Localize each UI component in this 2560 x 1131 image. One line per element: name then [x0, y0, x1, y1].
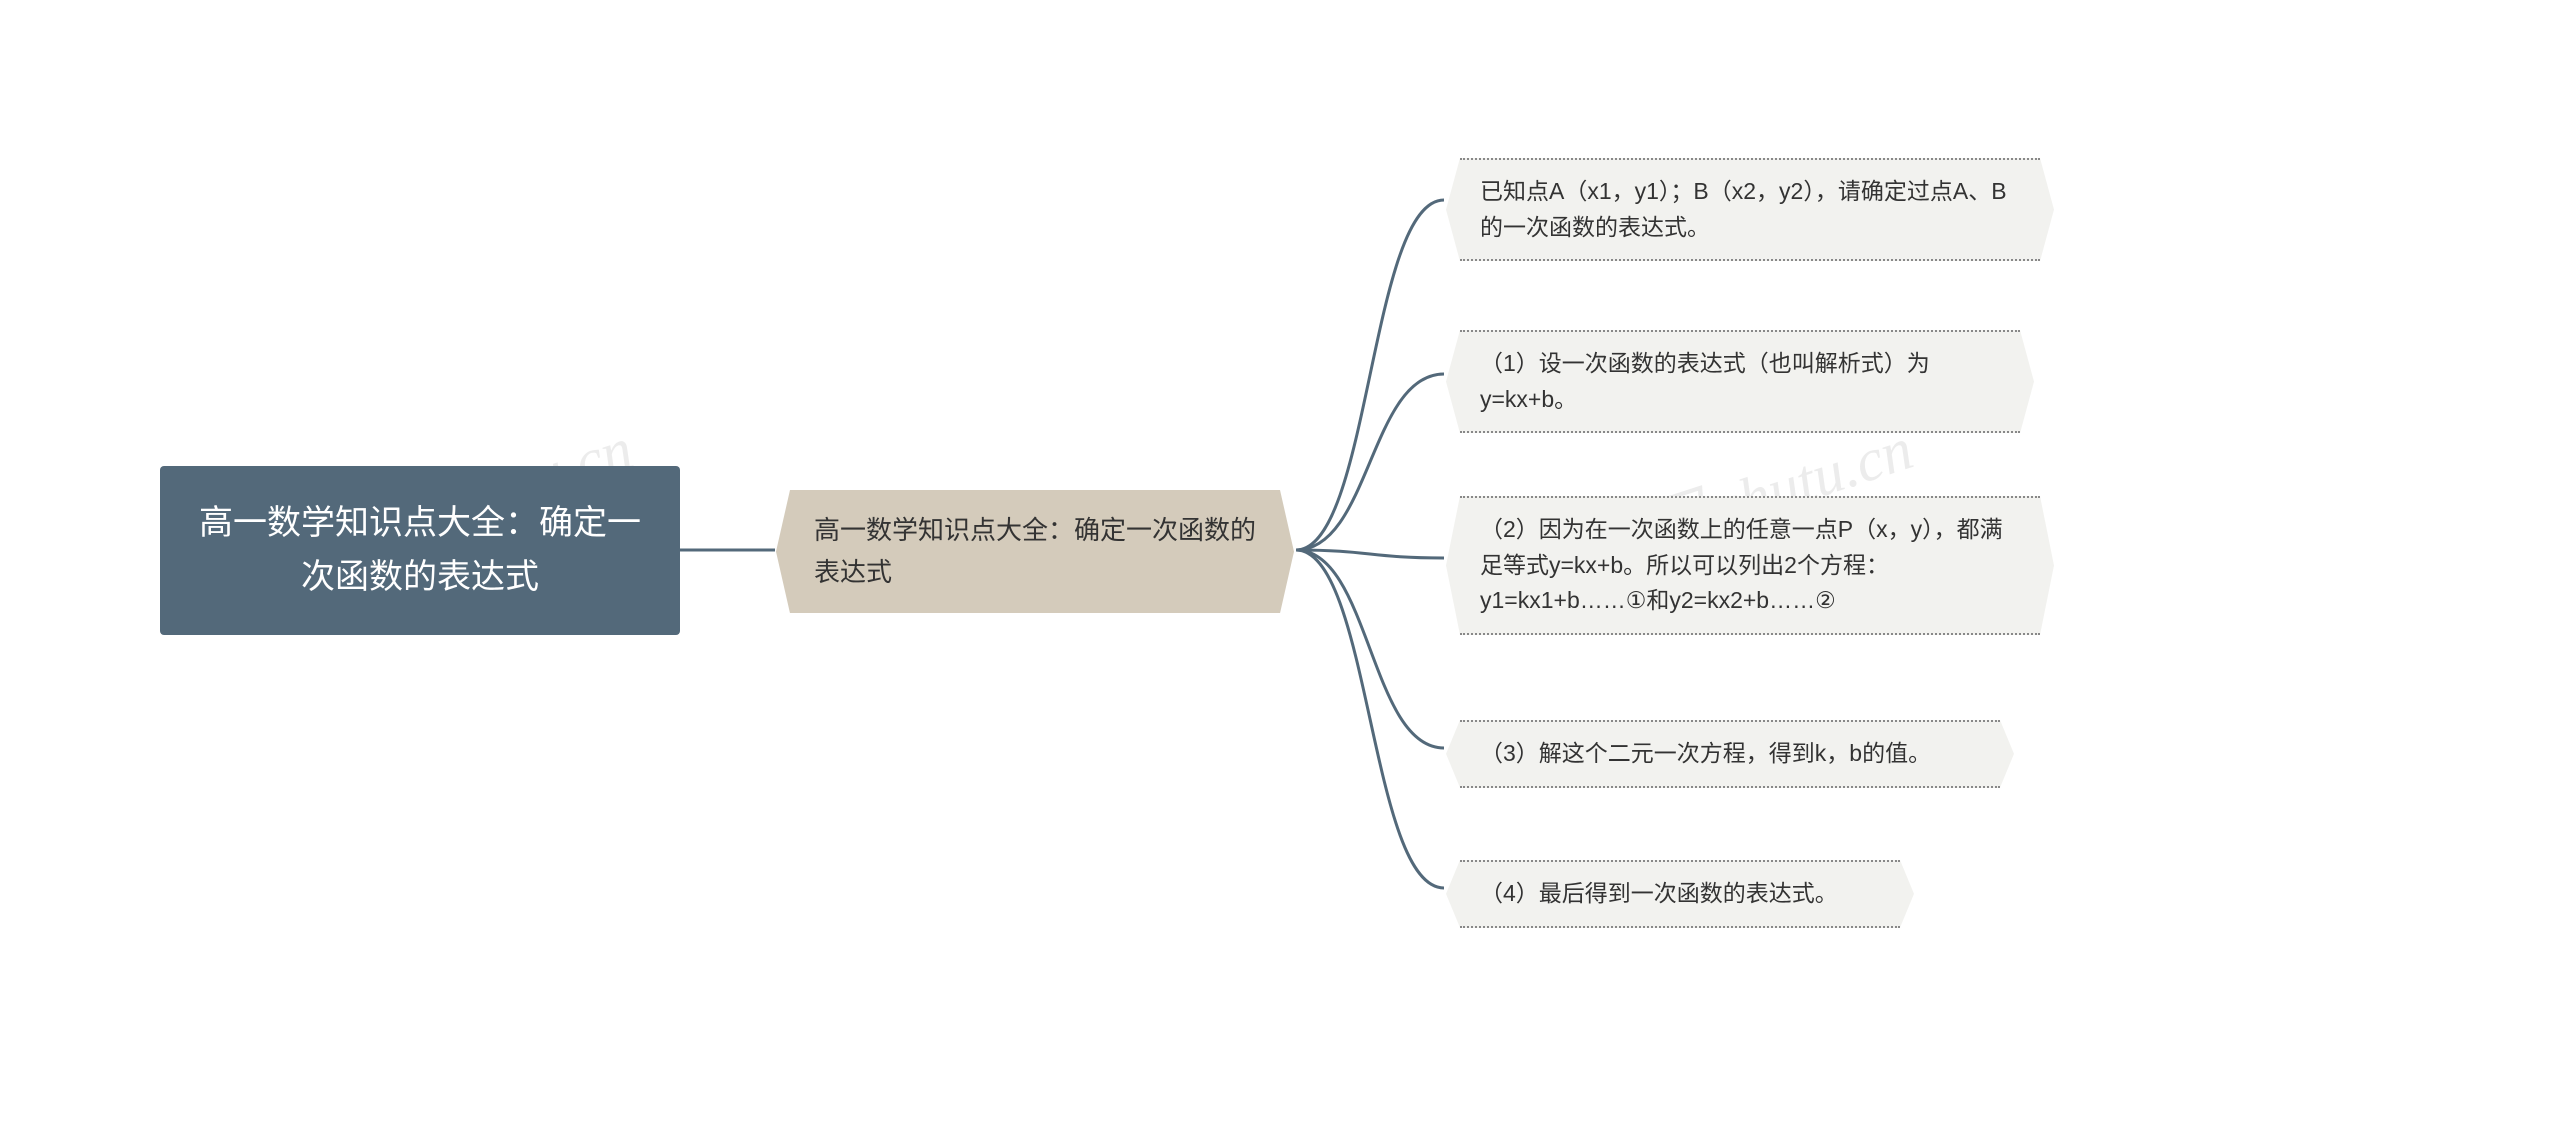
leaf-node[interactable]: （1）设一次函数的表达式（也叫解析式）为y=kx+b。 [1460, 330, 2020, 433]
level1-node-label: 高一数学知识点大全：确定一次函数的表达式 [814, 515, 1256, 587]
root-node-label: 高一数学知识点大全：确定一次函数的表达式 [199, 504, 641, 596]
root-node[interactable]: 高一数学知识点大全：确定一次函数的表达式 [160, 466, 680, 635]
leaf-node[interactable]: （3）解这个二元一次方程，得到k，b的值。 [1460, 720, 2000, 788]
mindmap-canvas: 树图 shutu.cn 树图 shutu.cn 高一数学知识点大全：确定一次函数… [0, 0, 2560, 1131]
leaf-node[interactable]: （2）因为在一次函数上的任意一点P（x，y），都满足等式y=kx+b。所以可以列… [1460, 496, 2040, 635]
leaf-node-label: （4）最后得到一次函数的表达式。 [1480, 880, 1838, 906]
leaf-node-label: （1）设一次函数的表达式（也叫解析式）为y=kx+b。 [1480, 350, 1930, 412]
leaf-node-label: 已知点A（x1，y1）；B（x2，y2），请确定过点A、B的一次函数的表达式。 [1480, 178, 2007, 240]
leaf-node[interactable]: 已知点A（x1，y1）；B（x2，y2），请确定过点A、B的一次函数的表达式。 [1460, 158, 2040, 261]
level1-node[interactable]: 高一数学知识点大全：确定一次函数的表达式 [790, 490, 1280, 613]
leaf-node-label: （2）因为在一次函数上的任意一点P（x，y），都满足等式y=kx+b。所以可以列… [1480, 516, 2003, 613]
leaf-node[interactable]: （4）最后得到一次函数的表达式。 [1460, 860, 1900, 928]
leaf-node-label: （3）解这个二元一次方程，得到k，b的值。 [1480, 740, 1931, 766]
